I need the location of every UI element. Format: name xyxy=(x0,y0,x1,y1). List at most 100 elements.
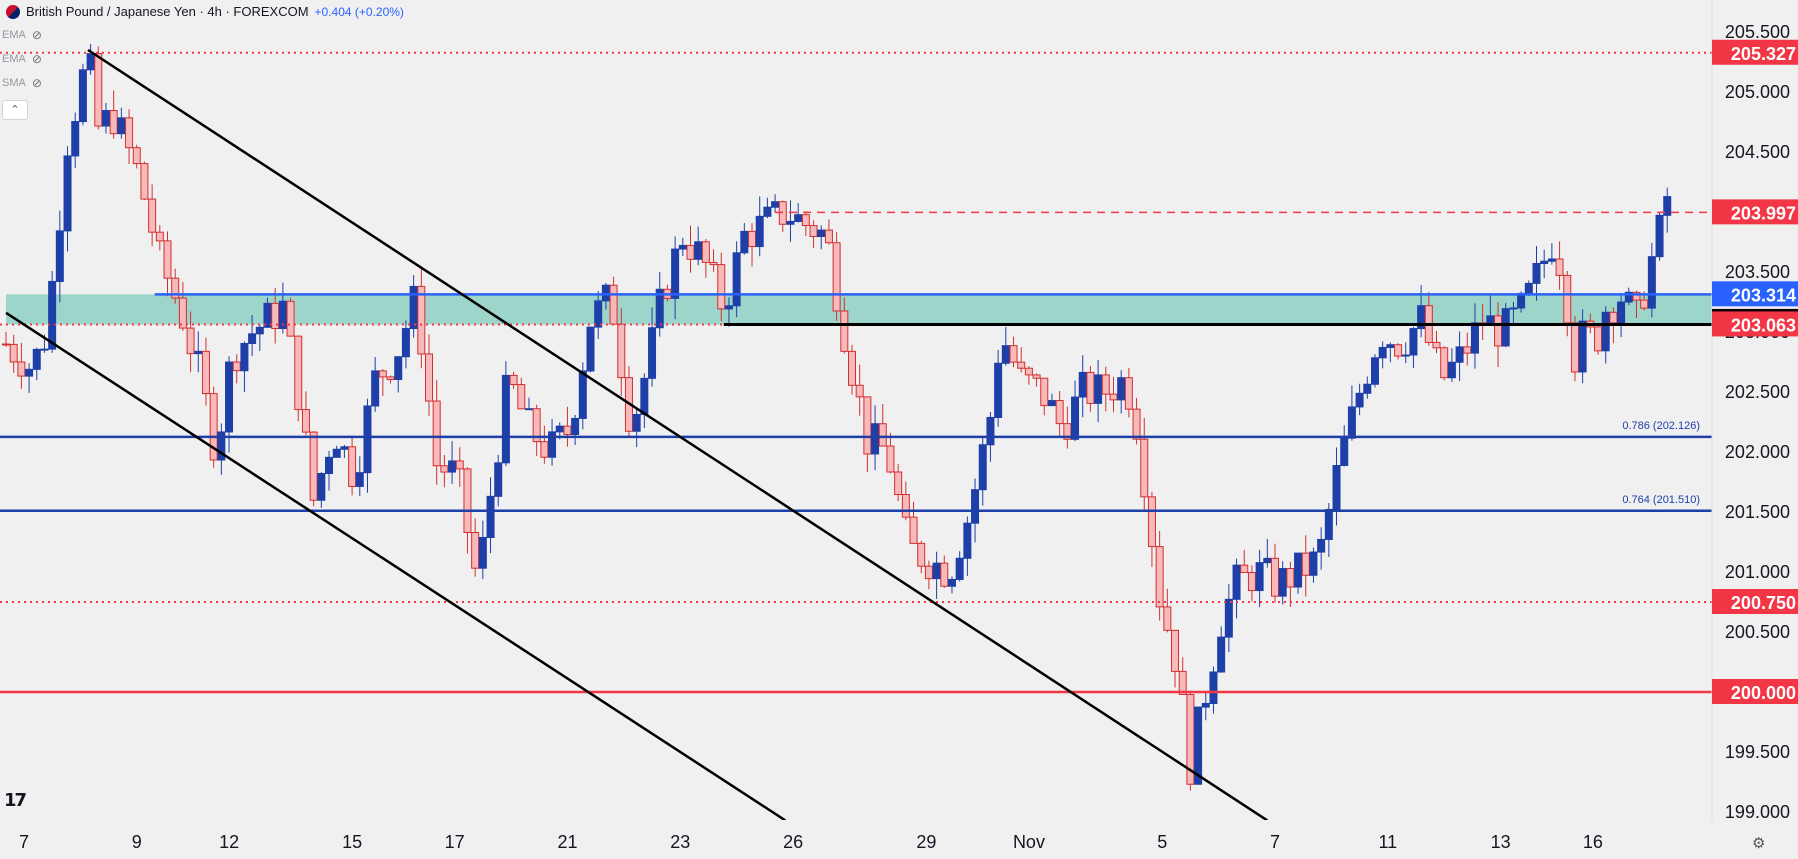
candle-down xyxy=(463,468,472,534)
candle-up xyxy=(101,110,110,127)
y-tick-label: 199.500 xyxy=(1725,742,1790,762)
candle-down xyxy=(440,465,449,473)
candle-down xyxy=(163,240,172,279)
candle-up xyxy=(1370,357,1379,385)
gear-icon[interactable]: ⚙ xyxy=(1752,835,1766,852)
candle-up xyxy=(947,578,956,587)
candle-up xyxy=(1094,374,1103,404)
candle-up xyxy=(571,417,580,435)
candle-up xyxy=(1263,557,1272,564)
candle-up xyxy=(325,456,334,474)
candle-down xyxy=(1086,371,1095,404)
indicator-ema-1[interactable]: EMA ⊘ xyxy=(2,28,42,42)
candle-up xyxy=(1201,702,1210,708)
x-tick-label: 11 xyxy=(1379,832,1398,852)
candle-up xyxy=(371,370,380,407)
price-label: 200.000 xyxy=(1731,683,1796,703)
x-tick-label: 17 xyxy=(445,832,465,852)
fib-label: 0.786 (202.126) xyxy=(1622,420,1700,432)
candle-down xyxy=(748,230,757,248)
candle-down xyxy=(94,53,103,127)
x-tick-label: 23 xyxy=(670,832,690,852)
candle-up xyxy=(755,215,764,248)
candle-down xyxy=(378,370,387,378)
candle-down xyxy=(9,343,18,363)
candle-up xyxy=(1617,301,1626,324)
candle-down xyxy=(840,310,849,352)
x-tick-label: 13 xyxy=(1491,832,1511,852)
y-tick-label: 200.500 xyxy=(1725,622,1790,642)
candle-up xyxy=(1194,706,1203,785)
candle-up xyxy=(1517,292,1526,309)
candle-up xyxy=(1324,508,1333,540)
candle-up xyxy=(78,69,87,123)
candle-down xyxy=(1271,557,1279,597)
x-tick-label: Nov xyxy=(1013,832,1045,852)
candle-up xyxy=(1547,258,1556,262)
candle-up xyxy=(548,431,557,458)
candle-up xyxy=(1347,406,1356,439)
candle-up xyxy=(478,536,487,569)
candle-down xyxy=(1632,291,1641,301)
candle-down xyxy=(1124,377,1133,410)
candle-up xyxy=(1509,307,1518,310)
candle-up xyxy=(1409,328,1418,356)
candle-up xyxy=(648,327,657,379)
candle-up xyxy=(1655,214,1664,258)
price-label-box xyxy=(1712,281,1798,307)
candle-down xyxy=(386,376,395,381)
x-tick-label: 15 xyxy=(342,832,362,852)
candle-down xyxy=(1609,311,1618,324)
eye-hidden-icon[interactable]: ⊘ xyxy=(31,52,42,66)
candle-up xyxy=(1578,320,1587,373)
candle-down xyxy=(294,335,303,411)
price-label-box xyxy=(1712,199,1798,225)
candle-down xyxy=(1394,344,1403,357)
eye-hidden-icon[interactable]: ⊘ xyxy=(31,28,42,42)
candle-down xyxy=(1109,393,1118,401)
indicator-sma[interactable]: SMA ⊘ xyxy=(2,76,42,90)
x-tick-label: 5 xyxy=(1157,832,1167,852)
symbol-title[interactable]: British Pound / Japanese Yen · 4h · FORE… xyxy=(26,4,309,19)
candle-down xyxy=(1032,374,1041,379)
candle-up xyxy=(1255,562,1264,592)
candle-down xyxy=(1247,572,1256,592)
candle-down xyxy=(940,562,949,587)
candle-up xyxy=(1278,568,1287,597)
candle-down xyxy=(1570,322,1579,373)
price-label: 203.063 xyxy=(1731,315,1796,335)
x-tick-label: 29 xyxy=(916,832,936,852)
candle-up xyxy=(1386,344,1395,348)
candle-up xyxy=(494,462,503,497)
candle-up xyxy=(671,248,680,299)
candle-up xyxy=(1047,400,1056,407)
candle-down xyxy=(1101,374,1110,395)
candle-up xyxy=(1378,346,1387,359)
candle-down xyxy=(1440,347,1449,379)
price-label-box xyxy=(1712,679,1798,704)
candle-down xyxy=(309,431,318,501)
candle-down xyxy=(509,374,518,386)
indicator-ema-2[interactable]: EMA ⊘ xyxy=(2,52,42,66)
price-label: 203.314 xyxy=(1731,285,1796,305)
y-tick-label: 202.000 xyxy=(1725,442,1790,462)
candle-down xyxy=(832,242,841,312)
eye-hidden-icon[interactable]: ⊘ xyxy=(31,76,42,90)
candle-up xyxy=(1209,671,1218,704)
tradingview-logo[interactable]: 𝟭𝟳 xyxy=(4,790,27,811)
candle-up xyxy=(1224,598,1233,638)
candle-up xyxy=(217,431,226,461)
candle-down xyxy=(848,350,856,386)
indicator-label: EMA xyxy=(2,53,26,65)
candle-up xyxy=(1470,322,1479,354)
collapse-indicators-button[interactable]: ⌃ xyxy=(2,100,28,120)
candle-down xyxy=(1017,361,1026,369)
candle-down xyxy=(801,214,810,227)
candle-down xyxy=(471,532,480,569)
candle-up xyxy=(1355,392,1364,408)
y-tick-label: 203.500 xyxy=(1725,262,1790,282)
candle-down xyxy=(924,565,933,580)
candle-up xyxy=(955,557,964,580)
